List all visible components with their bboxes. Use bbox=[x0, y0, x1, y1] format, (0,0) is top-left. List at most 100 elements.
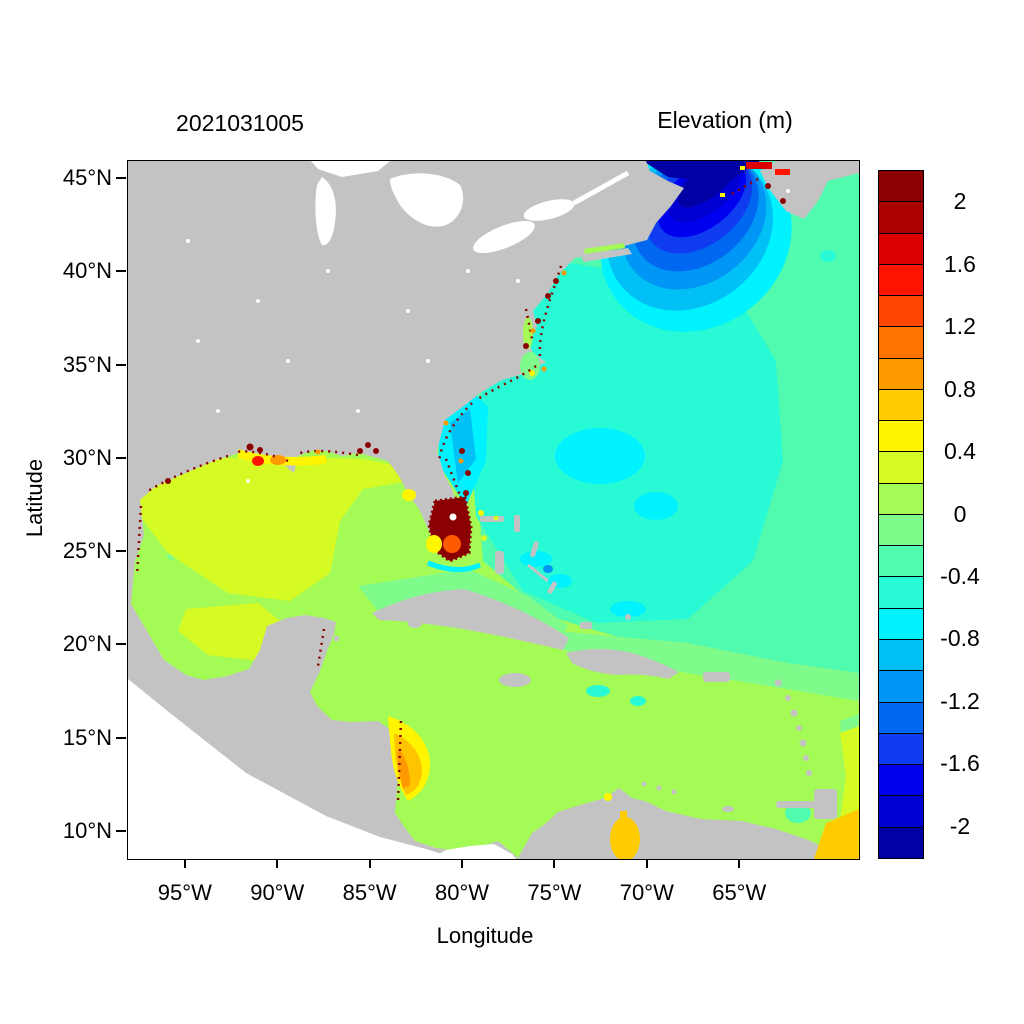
x-axis-tick bbox=[553, 859, 556, 868]
colorbar-tick-label: 0.8 bbox=[944, 375, 976, 402]
trinidad bbox=[814, 789, 837, 819]
andros bbox=[495, 551, 504, 574]
colorbar-segment bbox=[879, 171, 923, 202]
great-inagua bbox=[580, 622, 592, 629]
maracaibo-inlet-gold bbox=[620, 811, 627, 823]
lake-erie bbox=[473, 220, 535, 254]
x-axis-tick-label: 90°W bbox=[250, 880, 305, 905]
land-masses bbox=[128, 161, 859, 859]
lake-maracaibo-gold bbox=[610, 817, 640, 859]
y-axis-tick-label: 40°N bbox=[62, 258, 112, 284]
x-axis-tick bbox=[368, 859, 371, 868]
lake-superior bbox=[311, 161, 390, 177]
colorbar-segment bbox=[879, 670, 923, 702]
colorbar-segment bbox=[879, 607, 923, 639]
gulf-of-panama-white bbox=[430, 844, 516, 859]
everglades-yellow-patch bbox=[426, 535, 442, 553]
x-axis-tick bbox=[183, 859, 186, 868]
colorbar-segment bbox=[879, 295, 923, 327]
colorbar-tick-label: 0 bbox=[953, 500, 967, 527]
bahamas-yellow-specks bbox=[478, 510, 499, 541]
maine-core-wedge bbox=[643, 161, 760, 183]
puerto-rico bbox=[703, 672, 730, 682]
surge-speckle-dots-darkred bbox=[165, 183, 786, 496]
hispaniola bbox=[566, 649, 679, 679]
colorbar-tick-label: -2 bbox=[949, 812, 971, 839]
colorbar-tick-label: 1.2 bbox=[944, 313, 976, 340]
cyan-patch-bahama-bank1 bbox=[520, 551, 552, 567]
map-plot-area bbox=[127, 160, 860, 860]
chesapeake-green bbox=[523, 317, 533, 349]
y-axis-tick-label: 15°N bbox=[62, 724, 112, 750]
lake-ontario bbox=[523, 199, 575, 221]
turquoise-patch-hispaniola-s2 bbox=[630, 696, 646, 706]
y-axis-tick bbox=[116, 643, 126, 646]
long-island-bahamas bbox=[547, 581, 557, 594]
jamaica bbox=[499, 673, 531, 687]
cyan-patch-great-bahama-bank bbox=[610, 601, 646, 617]
y-axis-tick bbox=[116, 363, 126, 366]
margarita bbox=[722, 806, 734, 812]
pamlico-sound-green bbox=[520, 352, 540, 380]
paria-peninsula bbox=[776, 801, 816, 808]
colorbar-segment bbox=[879, 326, 923, 358]
y-axis-tick-label: 35°N bbox=[62, 351, 112, 377]
pamlico-yellow-dot bbox=[529, 370, 535, 376]
colorbar-segment bbox=[879, 513, 923, 546]
out-of-domain-white bbox=[128, 679, 516, 859]
abc-islands bbox=[641, 781, 677, 795]
lake-michigan bbox=[315, 177, 336, 246]
eleuthera bbox=[530, 541, 539, 558]
region-band-north-hispaniola bbox=[556, 631, 859, 701]
colorbar-tick-label: -1.6 bbox=[940, 750, 980, 777]
lakes-and-rivers bbox=[186, 161, 790, 483]
coastal-surge-details bbox=[135, 162, 790, 802]
colorbar-tick-label: -0.8 bbox=[940, 625, 980, 652]
nicaragua-arc-orange bbox=[397, 749, 410, 789]
region-west-gulf-yellowgreen bbox=[133, 456, 410, 601]
turquoise-patch-ne2 bbox=[820, 250, 836, 262]
x-axis-tick bbox=[276, 859, 279, 868]
colorbar-segment bbox=[879, 451, 923, 483]
x-axis-tick-label: 70°W bbox=[619, 880, 674, 905]
lesser-antilles-arc bbox=[774, 679, 812, 776]
x-axis-tick bbox=[738, 859, 741, 868]
small-inland-lakes bbox=[186, 189, 790, 483]
coastline-surge-speckles bbox=[135, 177, 759, 802]
y-axis-tick-label: 30°N bbox=[62, 444, 112, 470]
colorbar-tick-label: 1.6 bbox=[944, 250, 976, 277]
lake-huron bbox=[390, 173, 464, 227]
colorbar-segment bbox=[879, 826, 923, 858]
map-canvas bbox=[128, 161, 859, 859]
colorbar-segment bbox=[879, 638, 923, 671]
pacific-ocean-white bbox=[128, 679, 458, 859]
turquoise-patch-hispaniola-s bbox=[586, 685, 610, 697]
colorbar-tick-label: 0.4 bbox=[944, 438, 976, 465]
region-georgia-bight-blue bbox=[450, 409, 476, 483]
colorbar-segment bbox=[879, 732, 923, 765]
lake-okeechobee bbox=[449, 513, 457, 521]
colorbar-segment bbox=[879, 201, 923, 233]
colorbar-segment bbox=[879, 420, 923, 452]
run-timestamp-title: 2021031005 bbox=[176, 110, 304, 136]
colorbar bbox=[878, 170, 924, 859]
islands bbox=[334, 248, 837, 819]
grand-bahama bbox=[480, 516, 504, 522]
colorbar-segment bbox=[879, 357, 923, 389]
turks-caicos bbox=[625, 614, 631, 620]
colorbar-tick-label: -0.4 bbox=[940, 562, 980, 589]
abaco bbox=[514, 515, 520, 532]
isla-juventud bbox=[408, 620, 422, 628]
venezuela-yellow-dot bbox=[604, 793, 612, 801]
y-axis-tick-label: 45°N bbox=[62, 164, 112, 190]
colorbar-segment bbox=[879, 232, 923, 264]
land-north-central-south-america bbox=[128, 161, 828, 859]
louisiana-red-patch bbox=[252, 456, 264, 466]
colorbar-segment bbox=[879, 795, 923, 827]
li-sound-sliver bbox=[584, 243, 625, 254]
long-island bbox=[580, 248, 632, 262]
y-axis-tick-label: 10°N bbox=[62, 818, 112, 844]
st-lawrence-river bbox=[572, 170, 630, 206]
colorbar-segment bbox=[879, 482, 923, 514]
x-axis-tick-label: 95°W bbox=[157, 880, 212, 905]
